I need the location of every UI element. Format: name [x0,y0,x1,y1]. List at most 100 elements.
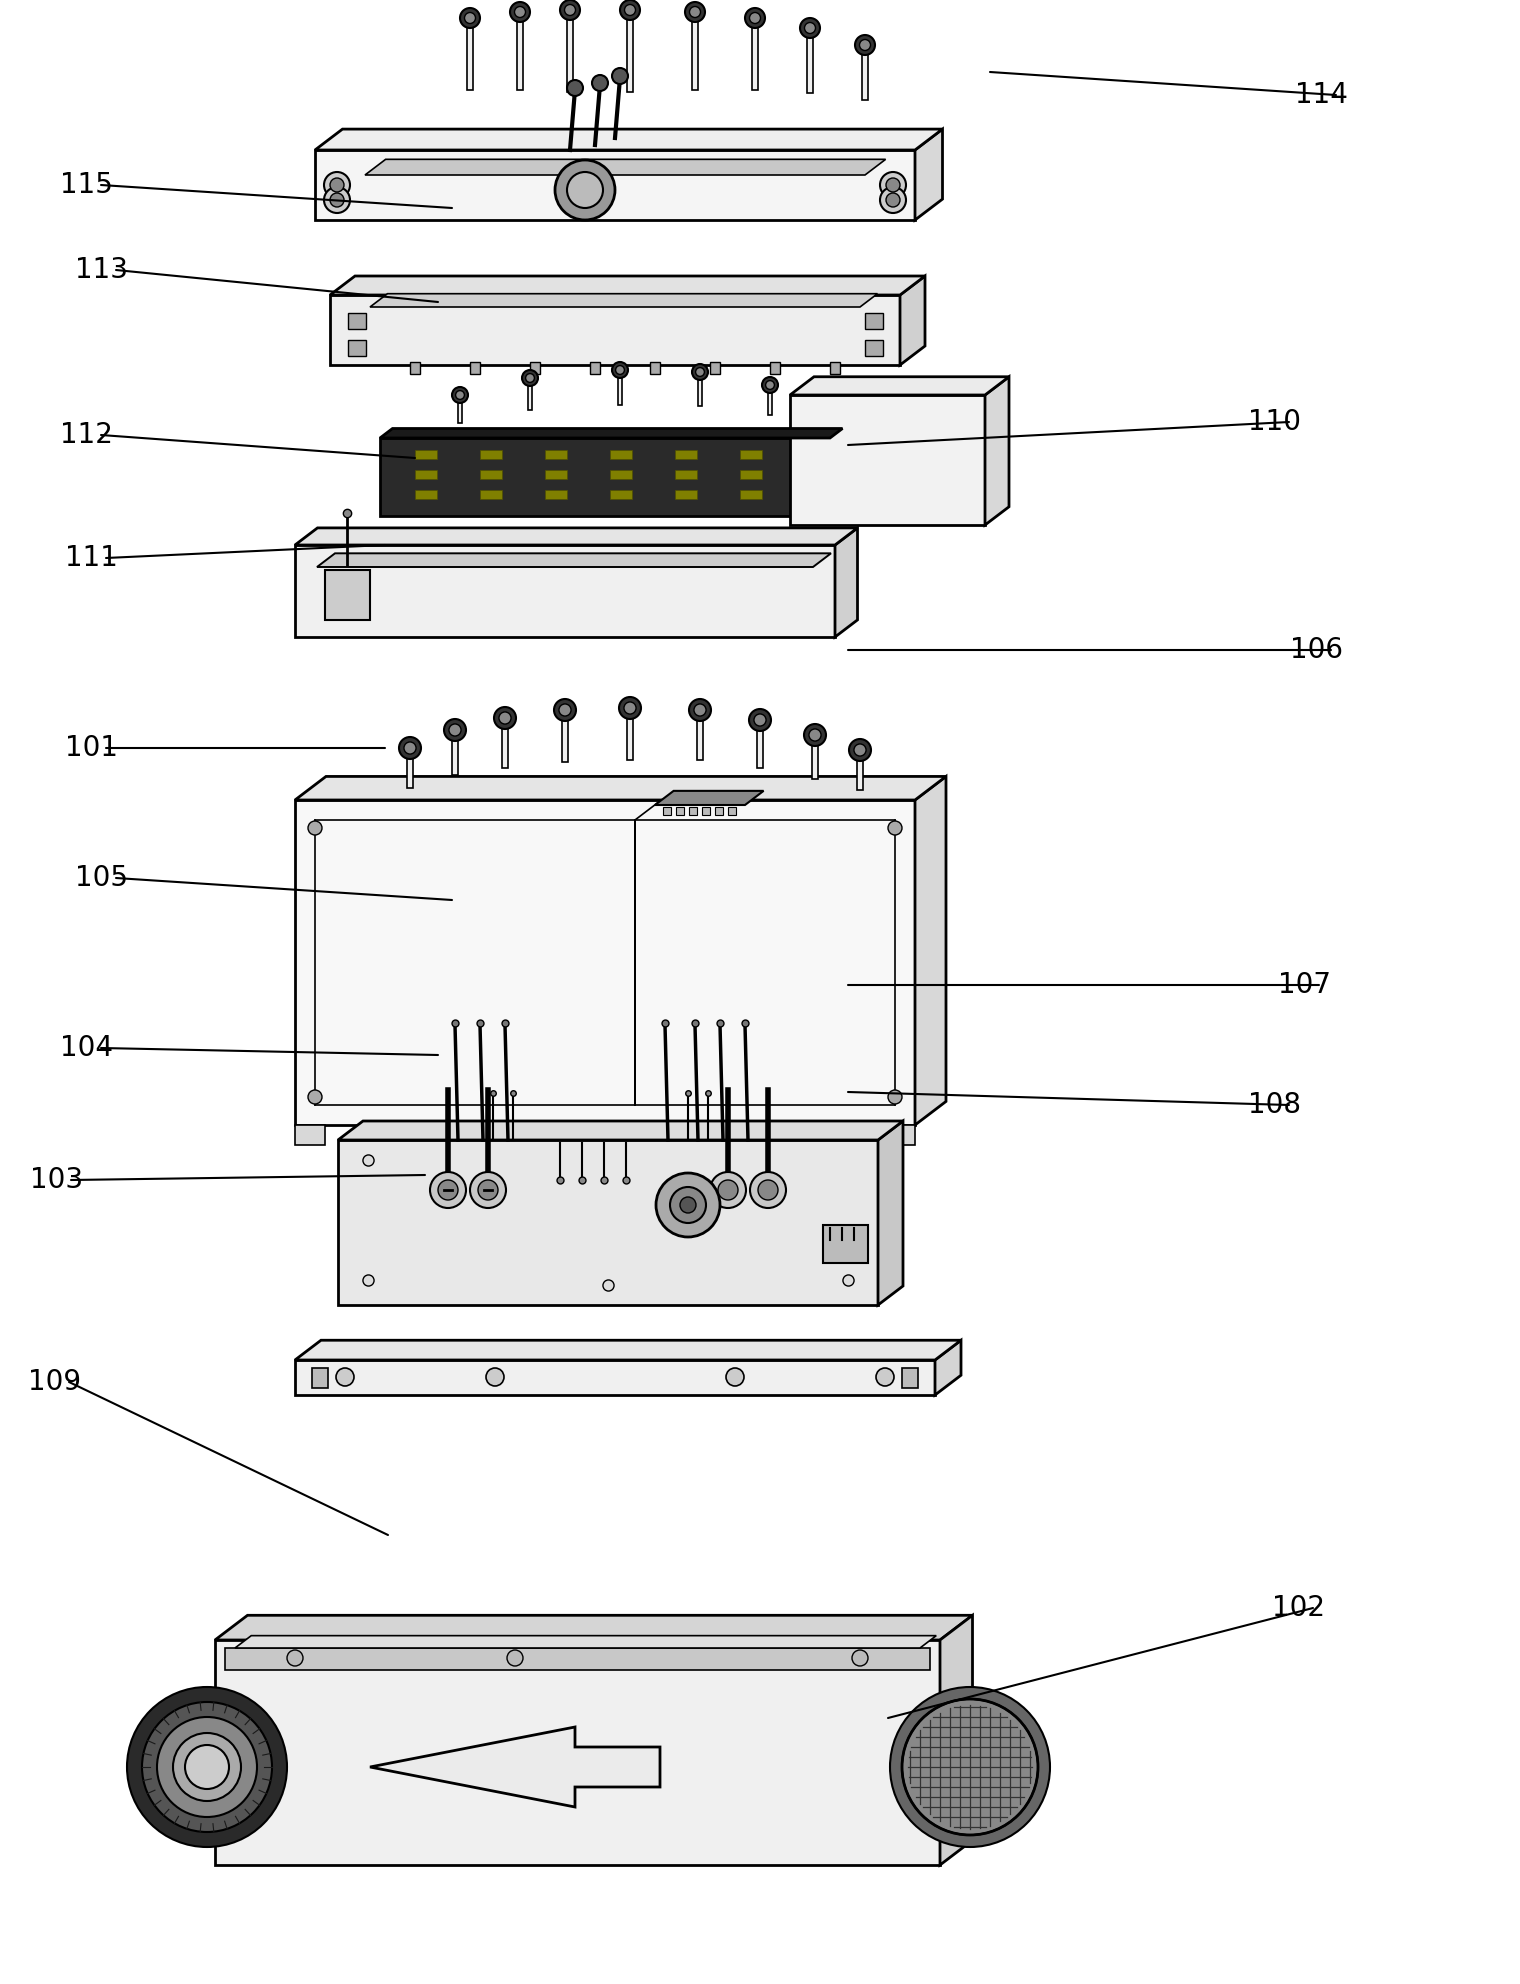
Bar [502,718,508,768]
Polygon shape [879,1121,903,1305]
Bar [546,490,567,500]
Bar [696,710,704,760]
Circle shape [448,724,461,736]
Bar [626,10,632,91]
Circle shape [710,1173,746,1208]
Polygon shape [295,800,915,1125]
Circle shape [514,6,526,18]
Bar [325,569,369,619]
Circle shape [762,377,778,393]
Circle shape [309,1089,322,1103]
Circle shape [324,173,350,198]
Bar [470,361,480,375]
Text: 105: 105 [74,863,128,893]
Bar [348,313,366,329]
Circle shape [324,186,350,212]
Bar [807,28,813,93]
Text: 115: 115 [59,171,112,198]
Circle shape [692,363,708,381]
Circle shape [613,67,628,83]
Bar [689,807,698,815]
Polygon shape [295,1359,935,1395]
Circle shape [853,1651,868,1667]
Bar [865,313,883,329]
Text: 101: 101 [65,734,119,762]
Circle shape [727,1369,743,1387]
Circle shape [173,1732,242,1801]
Bar [530,361,540,375]
Bar [698,373,702,407]
Polygon shape [330,296,900,365]
Circle shape [620,0,640,20]
Circle shape [477,1180,499,1200]
Circle shape [754,714,766,726]
Polygon shape [546,1131,679,1143]
Circle shape [404,742,416,754]
Polygon shape [295,546,834,637]
Circle shape [679,1196,696,1212]
Polygon shape [915,129,942,220]
Bar [702,807,710,815]
Circle shape [625,4,635,16]
Circle shape [438,1180,458,1200]
Circle shape [526,373,535,383]
Bar [415,470,438,478]
Circle shape [854,744,866,756]
Bar [857,750,863,790]
Circle shape [555,161,616,220]
Bar [480,490,502,500]
Circle shape [591,75,608,91]
Text: 109: 109 [27,1369,81,1397]
Bar [675,450,698,458]
Polygon shape [666,1131,679,1165]
Polygon shape [295,776,945,800]
Polygon shape [985,377,1009,526]
Circle shape [470,1173,506,1208]
Circle shape [559,704,572,716]
Bar [610,490,632,500]
Bar [676,807,684,815]
Circle shape [880,173,906,198]
Polygon shape [790,395,985,526]
Polygon shape [369,294,877,308]
Circle shape [128,1686,287,1847]
Circle shape [886,192,900,206]
Circle shape [521,369,538,387]
Circle shape [888,1089,901,1103]
Polygon shape [337,1121,903,1141]
Circle shape [717,1180,739,1200]
Circle shape [564,4,576,16]
Circle shape [686,2,705,22]
Text: 113: 113 [74,256,128,284]
Circle shape [185,1746,230,1790]
Circle shape [800,18,819,38]
Bar [692,12,698,89]
Bar [862,46,868,99]
Polygon shape [295,528,857,546]
Circle shape [880,186,906,212]
Polygon shape [900,276,926,365]
Circle shape [690,6,701,18]
Circle shape [901,1698,1038,1835]
Polygon shape [939,1615,973,1865]
Circle shape [567,79,584,95]
Polygon shape [380,438,830,516]
Bar [675,470,698,478]
Bar [617,369,622,405]
Bar [610,450,632,458]
Circle shape [613,361,628,379]
Circle shape [758,1180,778,1200]
Circle shape [766,381,774,389]
Text: 104: 104 [59,1034,112,1061]
Circle shape [804,724,825,746]
Polygon shape [380,429,842,438]
Bar [348,339,366,355]
Polygon shape [295,1125,325,1145]
Circle shape [749,1173,786,1208]
Text: 111: 111 [65,544,119,571]
Polygon shape [369,1726,660,1807]
Circle shape [886,179,900,192]
Bar [451,730,459,776]
Bar [714,807,724,815]
Polygon shape [834,528,857,637]
